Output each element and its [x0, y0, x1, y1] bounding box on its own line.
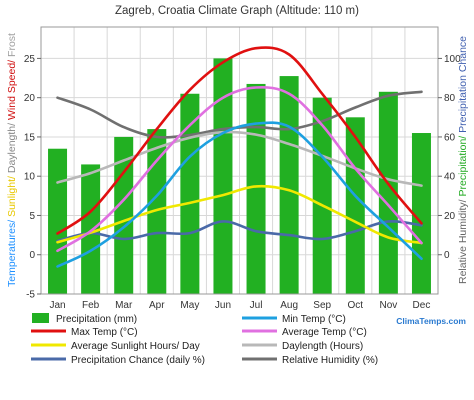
axis-label-part: Sunlight/ [6, 173, 18, 217]
precipitation-bar [180, 93, 200, 294]
month-tick-label: Mar [115, 300, 133, 311]
series-line-precipitation-chance-daily [56, 219, 423, 243]
precipitation-bar [81, 164, 101, 294]
month-tick-label: Jul [250, 300, 263, 311]
month-tick-label: Jan [49, 300, 65, 311]
axis-ticks: -5 0 5 10 15 20 25 0 20 40 60 80 100 Jan Feb Mar Apr May J… [24, 54, 461, 311]
axis-label-part: Temperatures/ [6, 217, 18, 287]
brand-label[interactable]: ClimaTemps.com [396, 316, 466, 326]
month-tick-label: Dec [413, 300, 431, 311]
right-tick-label: 100 [444, 54, 461, 65]
month-tick-label: Aug [280, 300, 298, 311]
right-axis-label: Relative Humidity/ Precipitation/ Precip… [457, 36, 469, 284]
month-tick-label: May [180, 300, 199, 311]
axis-label-part: Wind Speed/ [6, 57, 18, 120]
month-tick-label: Feb [82, 300, 100, 311]
legend-entry: Average Temp (°C) [282, 327, 367, 338]
axis-label-part: Precipitation Chance [457, 36, 469, 133]
legend: Precipitation (mm) Min Temp (°C) Max Temp … [31, 313, 378, 366]
precipitation-bar [246, 83, 266, 294]
right-tick-label: 80 [444, 93, 456, 104]
month-tick-label: Oct [348, 300, 364, 311]
right-tick-label: 40 [444, 172, 456, 183]
precipitation-bar [147, 129, 167, 294]
left-tick-label: 5 [29, 211, 35, 222]
precipitation-bar [279, 76, 299, 295]
series-line-daylength-hours [56, 130, 423, 187]
legend-swatch-bar [32, 313, 49, 323]
legend-entry: Daylength (Hours) [282, 341, 363, 352]
precipitation-bar [345, 117, 365, 294]
series-line-min-temp-c [56, 121, 423, 268]
precipitation-bar [213, 58, 233, 294]
legend-entry: Relative Humidity (%) [282, 355, 378, 366]
legend-entry: Precipitation (mm) [56, 314, 137, 325]
legend-entry: Average Sunlight Hours/ Day [71, 341, 200, 352]
right-tick-label: 20 [444, 211, 456, 222]
series-lines [56, 46, 423, 268]
left-tick-label: 10 [24, 172, 36, 183]
left-axis-label: Temperatures/ Sunlight/ Daylength/ Wind … [6, 33, 18, 287]
plot-frame [40, 26, 439, 295]
left-tick-label: 20 [24, 93, 36, 104]
series-line-average-sunlight-hours-day [56, 184, 423, 245]
precipitation-bar [312, 97, 332, 294]
series-line-average-temp-c [56, 86, 423, 253]
precipitation-bars [48, 58, 431, 295]
precipitation-bar [48, 148, 68, 294]
chart-title: Zagreb, Croatia Climate Graph (Altitude:… [115, 5, 359, 17]
month-tick-label: Apr [149, 300, 165, 311]
precipitation-bar [378, 91, 398, 294]
precipitation-bar [411, 133, 431, 294]
legend-entry: Max Temp (°C) [71, 327, 138, 338]
legend-entry: Min Temp (°C) [282, 314, 346, 325]
axis-label-part: Precipitation/ [457, 133, 469, 197]
series-line-max-temp-c [56, 46, 423, 235]
month-tick-label: Sep [313, 300, 331, 311]
grid-lines [40, 27, 439, 295]
axis-label-part: Daylength/ [6, 120, 18, 173]
right-tick-label: 0 [444, 250, 450, 261]
month-tick-label: Nov [379, 300, 397, 311]
legend-entry: Precipitation Chance (daily %) [71, 355, 205, 366]
right-tick-label: 60 [444, 132, 456, 143]
axis-label-part: Relative Humidity/ [457, 196, 469, 284]
left-tick-label: 15 [24, 132, 36, 143]
left-tick-label: 0 [29, 250, 35, 261]
month-tick-label: Jun [215, 300, 231, 311]
left-tick-label: -5 [26, 290, 35, 301]
left-tick-label: 25 [24, 54, 36, 65]
axis-label-part: Frost [6, 33, 18, 57]
